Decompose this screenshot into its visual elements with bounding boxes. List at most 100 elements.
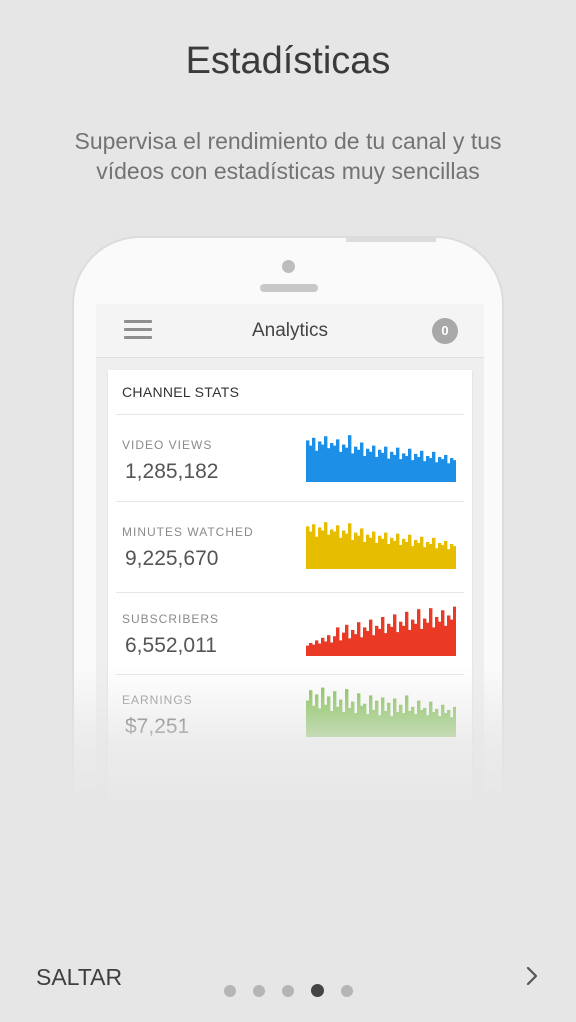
spark-bar	[438, 621, 442, 656]
spark-bar	[417, 700, 421, 737]
spark-bar	[435, 462, 439, 482]
spark-bar	[399, 459, 403, 482]
card-title: CHANNEL STATS	[122, 384, 240, 400]
spark-bar	[369, 695, 373, 737]
spark-bar	[444, 713, 448, 737]
spark-bar	[306, 645, 310, 656]
spark-bar	[333, 691, 337, 737]
spark-bar	[363, 627, 367, 656]
spark-bar	[360, 528, 364, 569]
spark-bar	[351, 539, 355, 569]
spark-bar	[423, 618, 427, 656]
spark-bar	[390, 451, 394, 482]
spark-bar	[345, 624, 349, 656]
spark-bar	[420, 536, 424, 569]
spark-bar	[333, 531, 337, 569]
spark-bar	[384, 633, 388, 656]
spark-bar	[429, 701, 433, 737]
spark-bar	[312, 524, 316, 569]
spark-bar	[339, 640, 343, 656]
spark-bar	[432, 537, 436, 569]
chevron-right-icon[interactable]	[522, 962, 542, 990]
spark-bar	[405, 541, 409, 569]
spark-bar	[450, 544, 454, 569]
spark-bar	[381, 452, 385, 482]
notification-badge[interactable]: 0	[432, 318, 458, 344]
spark-bar	[429, 544, 433, 569]
spark-bar	[390, 716, 394, 737]
spark-bar	[369, 537, 373, 569]
spark-bar	[399, 545, 403, 569]
spark-bar	[315, 694, 319, 737]
page-dot[interactable]	[253, 984, 265, 997]
spark-bar	[348, 435, 352, 482]
stat-value: 1,285,182	[125, 460, 219, 483]
spark-bar	[381, 538, 385, 569]
hamburger-menu-icon[interactable]	[124, 320, 152, 340]
spark-bar	[354, 446, 358, 482]
spark-bar	[357, 693, 361, 737]
spark-bar	[375, 700, 379, 737]
spark-bar	[372, 709, 376, 737]
spark-bar	[357, 535, 361, 569]
spark-bar	[402, 453, 406, 482]
spark-bar	[408, 711, 412, 737]
spark-bar	[435, 617, 439, 656]
page-dot[interactable]	[224, 984, 236, 997]
spark-bar	[441, 545, 445, 569]
spark-bar	[330, 711, 334, 737]
spark-bar	[363, 541, 367, 569]
spark-bar	[450, 458, 454, 482]
spark-bar	[447, 463, 451, 482]
spark-bar	[333, 636, 337, 656]
spark-bar	[372, 445, 376, 482]
spark-bar	[435, 708, 439, 737]
page-dot[interactable]	[341, 984, 353, 997]
stat-row-minutes-watched[interactable]: MINUTES WATCHED 9,225,670	[108, 503, 472, 589]
spark-bar	[360, 705, 364, 737]
spark-bar	[387, 544, 391, 569]
spark-bar	[417, 457, 421, 482]
stat-row-video-views[interactable]: VIDEO VIEWS 1,285,182	[108, 416, 472, 502]
spark-bar	[318, 708, 322, 737]
spark-bar	[384, 446, 388, 482]
spark-bar	[405, 456, 409, 482]
spark-bar	[384, 711, 388, 737]
spark-bar	[411, 460, 415, 482]
spark-bar	[351, 701, 355, 737]
spark-bar	[363, 456, 367, 482]
spark-bar	[348, 638, 352, 656]
onboarding-footer: SALTAR	[0, 950, 576, 1022]
spark-bar	[399, 704, 403, 737]
spark-bar	[360, 637, 364, 656]
spark-bar	[444, 540, 448, 569]
spark-bar	[345, 447, 349, 482]
spark-bar	[345, 689, 349, 737]
skip-button[interactable]: SALTAR	[36, 964, 123, 990]
channel-stats-card: CHANNEL STATS VIDEO VIEWS 1,285,182 MINU…	[108, 370, 472, 802]
spark-bar	[321, 530, 325, 569]
spark-bar	[411, 619, 415, 656]
spark-bar	[336, 439, 340, 482]
divider	[116, 501, 464, 502]
spark-bar	[420, 450, 424, 482]
stat-label: EARNINGS	[122, 693, 193, 707]
page-dot[interactable]	[282, 984, 294, 997]
spark-bar	[330, 642, 334, 656]
phone-side-button	[346, 236, 436, 242]
spark-bar	[387, 623, 391, 656]
spark-bar	[354, 532, 358, 569]
page-dot[interactable]	[311, 984, 324, 998]
phone-speaker	[260, 284, 318, 292]
stat-row-earnings[interactable]: EARNINGS $7,251	[108, 671, 472, 757]
spark-bar	[333, 445, 337, 482]
spark-bar	[414, 453, 418, 482]
spark-bar	[426, 622, 430, 656]
spark-bar	[423, 547, 427, 569]
app-toolbar: Analytics 0	[96, 304, 484, 358]
spark-bar	[405, 611, 409, 656]
stat-row-subscribers[interactable]: SUBSCRIBERS 6,552,011	[108, 590, 472, 676]
spark-bar	[375, 625, 379, 656]
spark-bar	[438, 457, 442, 482]
divider	[116, 414, 464, 415]
